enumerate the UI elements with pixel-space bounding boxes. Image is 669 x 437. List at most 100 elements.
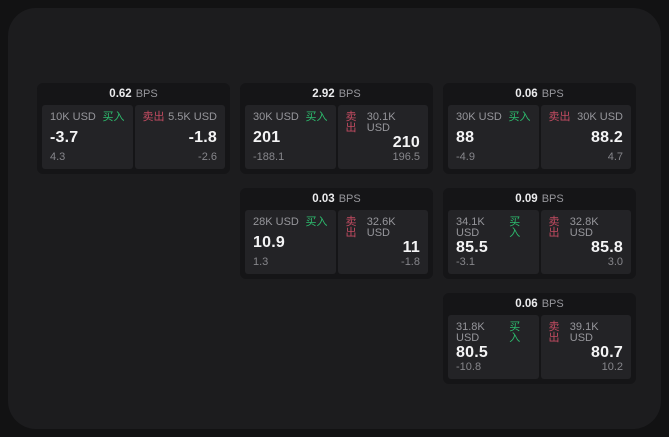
sell-price: 11 [402,239,420,256]
sell-notional: 30K USD [577,111,623,123]
buy-tile[interactable]: 30K USD 买入 88 -4.9 [448,105,539,169]
card-body: 34.1K USD 买入 85.5 -3.1 卖出 32.8K USD 85.8… [443,210,636,279]
sell-side-label: 卖出 [548,321,560,344]
sell-delta: 3.0 [607,256,623,268]
sell-tile-header: 卖出 5.5K USD [143,112,218,123]
buy-tile-header: 30K USD 买入 [456,112,531,123]
sell-notional: 32.8K USD [569,216,599,239]
sell-tile[interactable]: 卖出 5.5K USD -1.8 -2.6 [134,105,225,169]
buy-notional: 30K USD [456,111,502,123]
buy-tile[interactable]: 10K USD 买入 -3.7 4.3 [42,105,133,169]
bps-unit-label: BPS [338,88,361,100]
card-header: 0.09 BPS [443,188,636,210]
bps-unit-label: BPS [541,193,564,205]
sell-tile-header: 卖出 32.6K USD [346,217,421,239]
sell-tile[interactable]: 卖出 39.1K USD 80.7 10.2 [540,315,631,379]
card-header: 0.06 BPS [443,293,636,315]
buy-delta: -4.9 [456,151,475,163]
sell-tile-header: 卖出 30K USD [549,112,624,123]
sell-tile-header: 卖出 30.1K USD [346,112,421,134]
buy-tile[interactable]: 31.8K USD 买入 80.5 -10.8 [448,315,539,379]
card-header: 2.92 BPS [240,83,433,105]
buy-side-label: 买入 [508,111,531,123]
buy-price: 80.5 [456,344,488,361]
sell-delta: -1.8 [401,256,420,268]
sell-delta: 4.7 [607,151,623,163]
buy-side-label: 买入 [102,111,125,123]
sell-tile[interactable]: 卖出 30.1K USD 210 196.5 [337,105,428,169]
sell-delta: -2.6 [198,151,217,163]
sell-price: 210 [392,134,420,151]
buy-tile[interactable]: 28K USD 买入 10.9 1.3 [245,210,336,274]
buy-side-label: 买入 [509,321,521,344]
sell-tile[interactable]: 卖出 32.6K USD 11 -1.8 [337,210,428,274]
bps-value: 0.06 [515,298,538,310]
buy-delta: -188.1 [253,151,285,163]
buy-tile-header: 30K USD 买入 [253,112,328,123]
card-body: 28K USD 买入 10.9 1.3 卖出 32.6K USD 11 -1.8 [240,210,433,279]
sell-side-label: 卖出 [548,216,560,239]
quote-card: 2.92 BPS 30K USD 买入 201 -188.1 卖出 30.1K … [240,83,433,174]
buy-price: -3.7 [50,128,79,146]
sell-tile[interactable]: 卖出 30K USD 88.2 4.7 [540,105,631,169]
sell-price: 80.7 [591,344,623,361]
buy-delta: 4.3 [50,151,66,163]
sell-side-label: 卖出 [548,111,571,123]
sell-price: -1.8 [188,128,217,146]
quote-card: 0.06 BPS 31.8K USD 买入 80.5 -10.8 卖出 39.1… [443,293,636,384]
buy-delta: -3.1 [456,256,475,268]
sell-notional: 5.5K USD [168,111,217,123]
bps-value: 0.06 [515,88,538,100]
bps-unit-label: BPS [541,88,564,100]
sell-delta: 10.2 [601,361,623,373]
bps-unit-label: BPS [135,88,158,100]
bps-unit-label: BPS [338,193,361,205]
sell-side-label: 卖出 [345,111,357,134]
buy-tile-header: 31.8K USD 买入 [456,322,531,344]
card-body: 30K USD 买入 88 -4.9 卖出 30K USD 88.2 4.7 [443,105,636,174]
sell-notional: 39.1K USD [569,321,599,344]
sell-notional: 30.1K USD [366,111,396,134]
card-body: 31.8K USD 买入 80.5 -10.8 卖出 39.1K USD 80.… [443,315,636,384]
card-header: 0.06 BPS [443,83,636,105]
card-grid: 0.62 BPS 10K USD 买入 -3.7 4.3 卖出 5.5K USD… [37,83,636,384]
quotes-panel: 0.62 BPS 10K USD 买入 -3.7 4.3 卖出 5.5K USD… [8,8,661,429]
buy-tile-header: 34.1K USD 买入 [456,217,531,239]
sell-side-label: 卖出 [142,111,165,123]
card-body: 30K USD 买入 201 -188.1 卖出 30.1K USD 210 1… [240,105,433,174]
buy-side-label: 买入 [305,216,328,228]
sell-side-label: 卖出 [345,216,357,239]
sell-tile-header: 卖出 32.8K USD [549,217,624,239]
buy-notional: 34.1K USD [456,216,485,239]
bps-value: 0.03 [312,193,335,205]
sell-price: 85.8 [591,239,623,256]
sell-notional: 32.6K USD [366,216,396,239]
card-header: 0.03 BPS [240,188,433,210]
buy-notional: 30K USD [253,111,299,123]
quote-card: 0.09 BPS 34.1K USD 买入 85.5 -3.1 卖出 32.8K… [443,188,636,279]
buy-tile-header: 10K USD 买入 [50,112,125,123]
buy-side-label: 买入 [305,111,328,123]
bps-unit-label: BPS [541,298,564,310]
buy-price: 201 [253,128,281,146]
bps-value: 0.09 [515,193,538,205]
buy-notional: 10K USD [50,111,96,123]
sell-tile-header: 卖出 39.1K USD [549,322,624,344]
buy-tile[interactable]: 34.1K USD 买入 85.5 -3.1 [448,210,539,274]
buy-tile[interactable]: 30K USD 买入 201 -188.1 [245,105,336,169]
sell-tile[interactable]: 卖出 32.8K USD 85.8 3.0 [540,210,631,274]
sell-price: 88.2 [591,128,623,146]
buy-price: 88 [456,128,475,146]
buy-delta: -10.8 [456,361,482,373]
buy-delta: 1.3 [253,256,269,268]
buy-price: 85.5 [456,239,488,256]
buy-notional: 31.8K USD [456,321,485,344]
buy-side-label: 买入 [509,216,521,239]
quote-card: 0.03 BPS 28K USD 买入 10.9 1.3 卖出 32.6K US… [240,188,433,279]
bps-value: 0.62 [109,88,132,100]
card-body: 10K USD 买入 -3.7 4.3 卖出 5.5K USD -1.8 -2.… [37,105,230,174]
quote-card: 0.06 BPS 30K USD 买入 88 -4.9 卖出 30K USD 8… [443,83,636,174]
card-header: 0.62 BPS [37,83,230,105]
buy-tile-header: 28K USD 买入 [253,217,328,228]
quote-card: 0.62 BPS 10K USD 买入 -3.7 4.3 卖出 5.5K USD… [37,83,230,174]
